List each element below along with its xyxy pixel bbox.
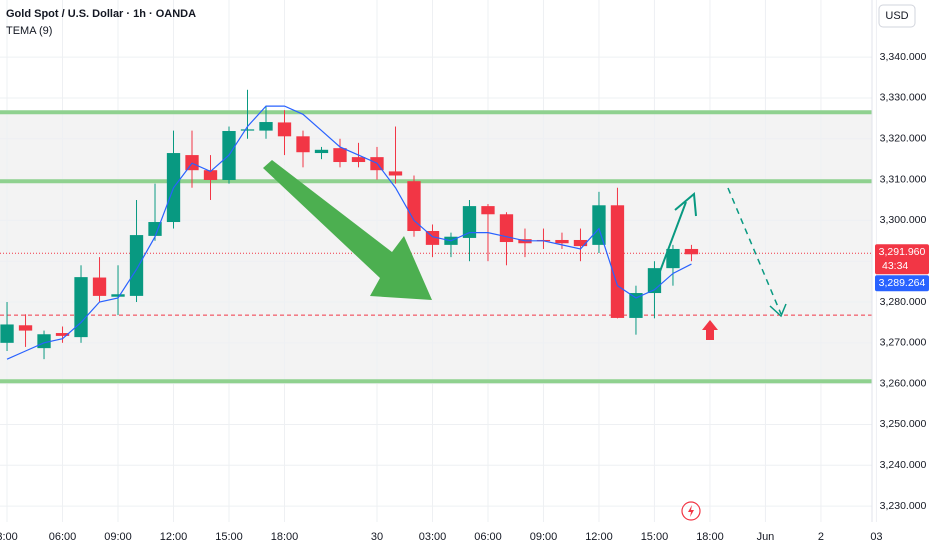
candle-body	[610, 205, 625, 318]
y-tick-label: 3,250.000	[880, 418, 927, 430]
candle-body	[388, 171, 403, 176]
y-tick-label: 3,240.000	[880, 459, 927, 471]
x-tick-label: 18:00	[271, 531, 299, 543]
indicator-value-label: 3,289.264	[879, 277, 926, 289]
candle-body	[314, 149, 329, 154]
x-tick-label: 15:00	[215, 531, 243, 543]
candle-body	[92, 277, 107, 296]
candle-body	[296, 136, 310, 153]
candle-body	[684, 248, 699, 255]
candle-body	[18, 325, 33, 331]
drawn-arrow	[263, 160, 432, 300]
candle-body	[666, 248, 680, 269]
drawn-arrow	[655, 201, 687, 283]
candle-body	[129, 235, 144, 296]
chart-title: Gold Spot / U.S. Dollar · 1h · OANDA	[6, 8, 196, 20]
indicator-name: TEMA (9)	[6, 25, 52, 37]
drawn-arrow	[674, 192, 697, 217]
countdown-label: 43:34	[882, 260, 908, 272]
event-icon[interactable]	[681, 501, 701, 521]
x-tick-label: 03:00	[419, 531, 447, 543]
level-zone	[0, 112, 872, 382]
candle-body	[573, 239, 588, 247]
x-tick-label: 30	[371, 531, 383, 543]
y-tick-label: 3,310.000	[880, 173, 927, 185]
y-tick-label: 3,270.000	[880, 337, 927, 349]
candle-body	[74, 277, 88, 338]
drawn-arrow	[702, 320, 718, 340]
x-tick-label: 12:00	[585, 531, 613, 543]
candle-body	[259, 122, 273, 131]
x-tick-label: 18:00	[696, 531, 724, 543]
currency-button[interactable]	[878, 4, 916, 28]
x-tick-label: 09:00	[104, 531, 132, 543]
x-tick-label: 09:00	[530, 531, 558, 543]
y-tick-label: 3,340.000	[880, 51, 927, 63]
candle-body	[462, 206, 477, 238]
last-price-label: 3,291.960	[879, 246, 926, 258]
candle-body	[629, 293, 643, 318]
last-price-badge	[875, 244, 929, 275]
candle-body	[499, 214, 514, 243]
candle-body	[55, 333, 70, 336]
candle-body	[481, 206, 495, 215]
x-tick-label: Jun	[757, 531, 775, 543]
drawn-arrow	[769, 303, 787, 318]
y-tick-label: 3,330.000	[880, 92, 927, 104]
candle-body	[111, 294, 125, 297]
candle-body	[240, 129, 255, 131]
candle-body	[277, 122, 292, 137]
candle-body	[0, 324, 14, 343]
candle-body	[407, 181, 421, 232]
candle-body	[592, 205, 606, 245]
candle-body	[203, 170, 218, 180]
y-tick-label: 3,260.000	[880, 377, 927, 389]
indicator-line	[6, 105, 692, 360]
candle-body	[351, 157, 366, 163]
background-layer	[0, 0, 877, 522]
y-tick-label: 3,230.000	[880, 500, 927, 512]
candle-body	[333, 148, 347, 163]
indicator-badge	[875, 275, 929, 292]
plot-layer	[0, 89, 872, 384]
x-tick-label: 12:00	[160, 531, 188, 543]
event-icon	[688, 505, 694, 517]
x-tick-label: 06:00	[474, 531, 502, 543]
x-tick-label: 15:00	[641, 531, 669, 543]
x-tick-label: 03	[870, 531, 882, 543]
currency-label: USD	[885, 10, 908, 22]
y-tick-label: 3,280.000	[880, 296, 927, 308]
x-tick-label: 06:00	[49, 531, 77, 543]
x-tick-label: 2	[818, 531, 824, 543]
y-tick-label: 3,300.000	[880, 214, 927, 226]
x-tick-label: 3:00	[0, 531, 18, 543]
candle-body	[148, 222, 162, 236]
y-tick-label: 3,320.000	[880, 133, 927, 145]
candle-body	[555, 239, 569, 244]
drawn-arrow	[727, 187, 782, 315]
